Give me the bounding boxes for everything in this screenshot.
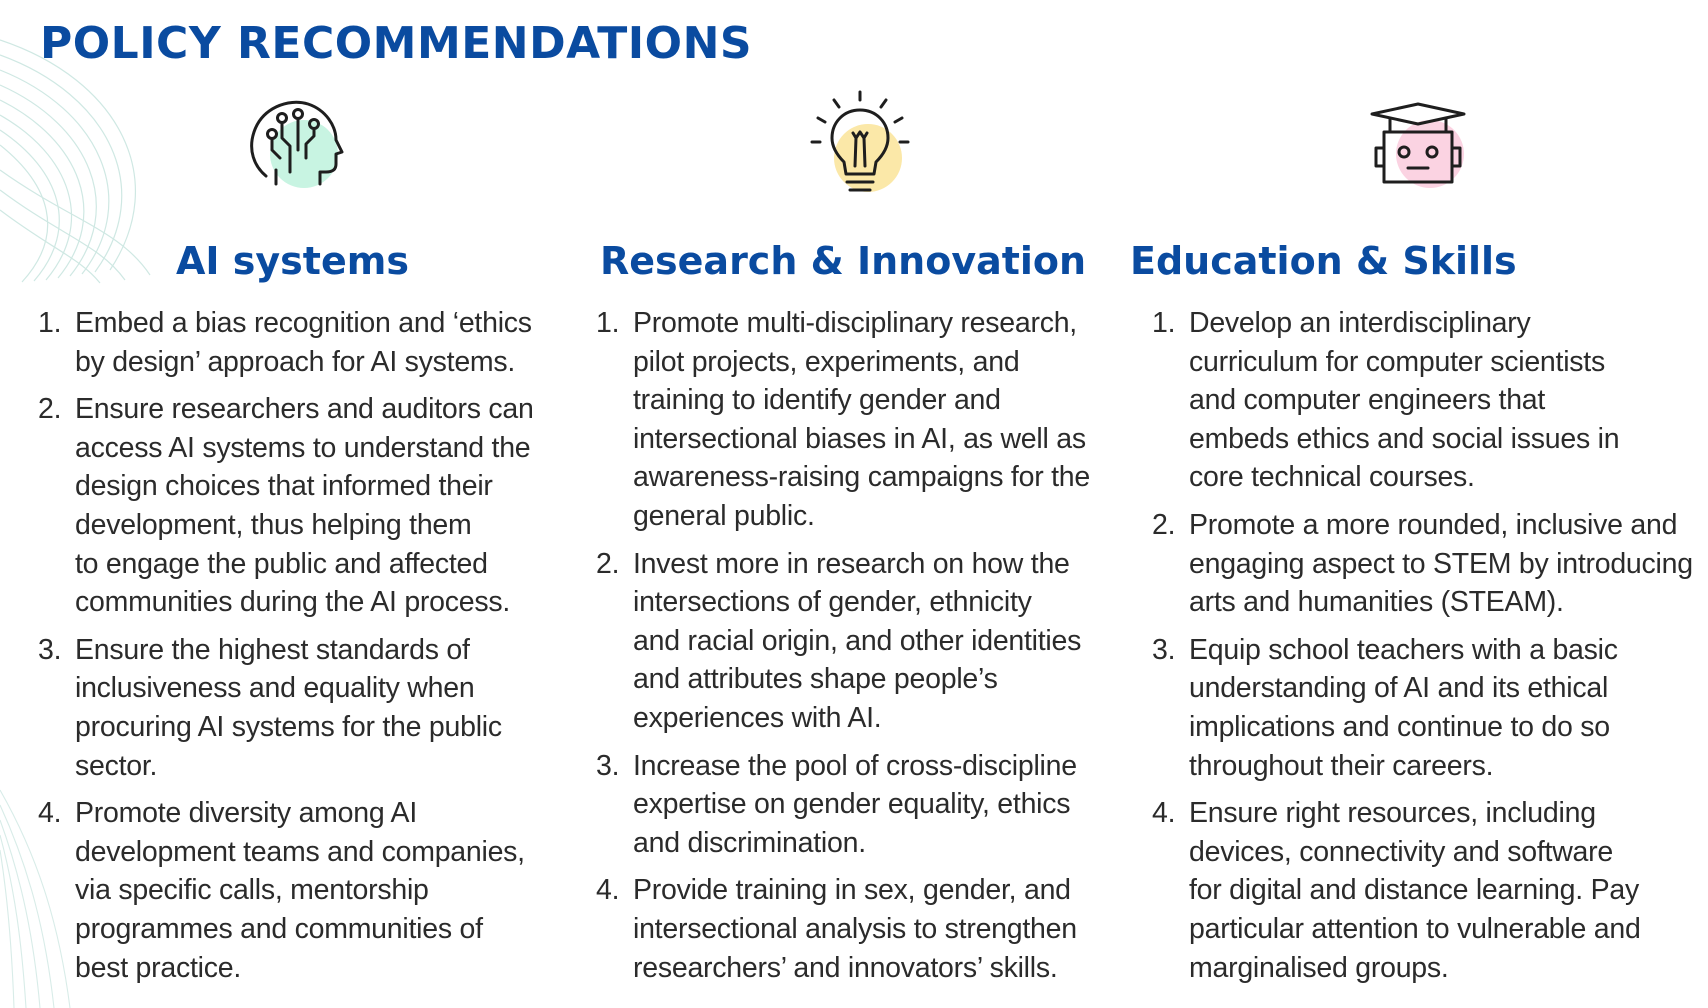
item-text-line: Equip school teachers with a basic xyxy=(1189,633,1618,666)
item-text-line: intersectional analysis to strengthen xyxy=(633,912,1077,945)
item-text-line: for digital and distance learning. Pay xyxy=(1189,874,1639,907)
item-text-line: expertise on gender equality, ethics xyxy=(633,788,1071,821)
item-number: 4. xyxy=(596,874,620,907)
item-text-line: and racial origin, and other identities xyxy=(633,624,1082,657)
recommendation-list: 1. Develop an interdisciplinary curriculum… xyxy=(1152,304,1702,987)
recommendation-item: 3. Equip school teachers with a basic unde… xyxy=(1152,631,1702,785)
recommendation-item: 2. Promote a more rounded, inclusive and e… xyxy=(1152,506,1702,622)
item-text-line: design choices that informed their xyxy=(75,470,493,503)
item-text-line: intersectional biases in AI, as well as xyxy=(633,422,1086,455)
item-text-line: procuring AI systems for the public xyxy=(75,710,502,743)
item-text-line: Embed a bias recognition and ‘ethics xyxy=(75,307,532,339)
recommendation-item: 1. Promote multi-disciplinary research, pi… xyxy=(596,304,1136,536)
item-text-line: engaging aspect to STEM by introducing xyxy=(1189,547,1693,580)
item-text-line: Develop an interdisciplinary xyxy=(1189,307,1531,339)
recommendation-list: 1. Promote multi-disciplinary research, pi… xyxy=(596,304,1136,987)
item-text-line: curriculum for computer scientists xyxy=(1189,345,1605,378)
item-text-line: Ensure the highest standards of xyxy=(75,633,470,666)
item-text-line: programmes and communities of xyxy=(75,912,483,945)
item-text-line: to engage the public and affected xyxy=(75,547,488,580)
item-number: 3. xyxy=(596,749,620,782)
column-research-innovation: Research & Innovation 1. Promote multi-di… xyxy=(596,88,1136,996)
item-text-line: embeds ethics and social issues in xyxy=(1189,422,1620,455)
recommendation-item: 4. Ensure right resources, including devic… xyxy=(1152,794,1702,987)
item-text-line: devices, connectivity and software xyxy=(1189,835,1613,868)
page-title: POLICY RECOMMENDATIONS xyxy=(40,18,753,69)
item-number: 1. xyxy=(596,307,620,339)
recommendation-item: 2. Invest more in research on how the inte… xyxy=(596,545,1136,738)
lightbulb-icon xyxy=(810,90,910,192)
item-text-line: Increase the pool of cross-discipline xyxy=(633,749,1077,782)
item-number: 2. xyxy=(1152,508,1176,541)
item-text-line: Ensure right resources, including xyxy=(1189,797,1596,830)
item-text-line: awareness-raising campaigns for the xyxy=(633,461,1090,494)
item-text-line: inclusiveness and equality when xyxy=(75,672,475,705)
item-text-line: implications and continue to do so xyxy=(1189,710,1610,743)
column-title: AI systems xyxy=(176,239,409,283)
recommendation-item: 2. Ensure researchers and auditors can acc… xyxy=(38,390,578,622)
item-text-line: core technical courses. xyxy=(1189,461,1475,494)
item-text-line: Ensure researchers and auditors can xyxy=(75,393,534,426)
item-text-line: Promote multi-disciplinary research, xyxy=(633,307,1077,339)
item-text-line: intersections of gender, ethnicity xyxy=(633,586,1032,619)
item-number: 4. xyxy=(38,797,62,830)
item-number: 1. xyxy=(1152,307,1176,339)
item-text-line: researchers’ and innovators’ skills. xyxy=(633,951,1058,984)
recommendation-item: 4. Promote diversity among AI development … xyxy=(38,794,578,987)
item-text-line: training to identify gender and xyxy=(633,384,1001,417)
column-title: Research & Innovation xyxy=(600,239,1087,283)
item-number: 2. xyxy=(596,547,620,580)
item-text-line: general public. xyxy=(633,499,815,532)
recommendation-item: 4. Provide training in sex, gender, and in… xyxy=(596,871,1136,987)
recommendation-item: 3. Ensure the highest standards of inclusi… xyxy=(38,631,578,785)
item-text-line: via specific calls, mentorship xyxy=(75,874,429,907)
item-text-line: pilot projects, experiments, and xyxy=(633,345,1020,378)
item-text-line: understanding of AI and its ethical xyxy=(1189,672,1609,705)
ai-head-icon xyxy=(250,100,344,188)
column-education-skills: Education & Skills 1. Develop an interdis… xyxy=(1130,88,1702,996)
icon-area xyxy=(596,88,1136,218)
item-text-line: particular attention to vulnerable and xyxy=(1189,912,1641,945)
item-text-line: communities during the AI process. xyxy=(75,586,511,619)
item-text-line: access AI systems to understand the xyxy=(75,431,531,464)
item-number: 2. xyxy=(38,393,62,426)
item-text-line: by design’ approach for AI systems. xyxy=(75,345,516,378)
item-number: 4. xyxy=(1152,797,1176,830)
column-ai-systems: AI systems 1. Embed a bias recognition an… xyxy=(38,88,578,996)
item-text-line: sector. xyxy=(75,749,158,782)
item-number: 1. xyxy=(38,307,62,339)
item-text-line: experiences with AI. xyxy=(633,701,882,734)
item-text-line: Invest more in research on how the xyxy=(633,547,1070,580)
item-text-line: and discrimination. xyxy=(633,826,866,859)
item-text-line: development teams and companies, xyxy=(75,835,525,868)
item-text-line: development, thus helping them xyxy=(75,508,472,541)
item-number: 3. xyxy=(38,633,62,666)
item-text-line: and computer engineers that xyxy=(1189,384,1546,417)
item-text-line: Promote diversity among AI xyxy=(75,797,417,830)
item-text-line: arts and humanities (STEAM). xyxy=(1189,586,1564,619)
item-text-line: marginalised groups. xyxy=(1189,951,1449,984)
icon-area xyxy=(1152,88,1702,218)
item-text-line: and attributes shape people’s xyxy=(633,663,998,696)
item-text-line: throughout their careers. xyxy=(1189,749,1494,782)
icon-area xyxy=(38,88,578,218)
graduate-robot-icon xyxy=(1370,102,1466,188)
recommendation-item: 1. Develop an interdisciplinary curriculum… xyxy=(1152,304,1702,497)
item-text-line: Provide training in sex, gender, and xyxy=(633,874,1071,907)
item-text-line: Promote a more rounded, inclusive and xyxy=(1189,508,1678,541)
recommendation-item: 3. Increase the pool of cross-discipline e… xyxy=(596,747,1136,863)
item-number: 3. xyxy=(1152,633,1176,666)
recommendation-list: 1. Embed a bias recognition and ‘ethics by… xyxy=(38,304,578,987)
recommendation-item: 1. Embed a bias recognition and ‘ethics by… xyxy=(38,304,578,381)
column-title: Education & Skills xyxy=(1130,239,1517,283)
item-text-line: best practice. xyxy=(75,951,241,984)
